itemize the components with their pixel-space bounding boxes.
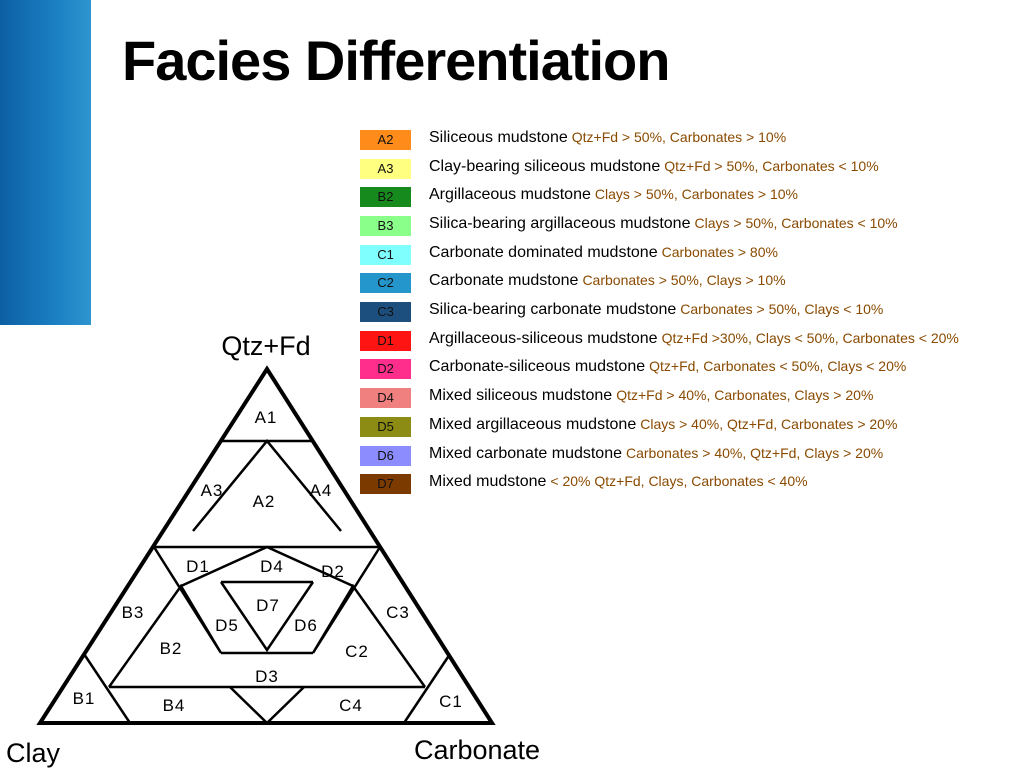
zone-label-d3: D3	[255, 667, 279, 686]
facies-description: Argillaceous mudstone Clays > 50%, Carbon…	[429, 186, 798, 204]
slide-title: Facies Differentiation	[122, 29, 670, 92]
zone-label-b1: B1	[73, 689, 96, 708]
legend-row: C3 Silica-bearing carbonate mudstone Carbo…	[360, 299, 1020, 322]
facies-name: Carbonate-siliceous mudstone	[429, 358, 646, 375]
facies-criteria: Carbonates > 50%, Clays > 10%	[582, 272, 786, 288]
zone-label-c1: C1	[439, 692, 463, 711]
facies-description: Carbonate dominated mudstone Carbonates >…	[429, 244, 778, 262]
legend-row: D6 Mixed carbonate mudstone Carbonates > 4…	[360, 443, 1020, 466]
zone-label-b2: B2	[160, 639, 183, 658]
facies-name: Argillaceous-siliceous mudstone	[429, 330, 658, 347]
facies-description: Carbonate mudstone Carbonates > 50%, Clay…	[429, 272, 786, 290]
legend-swatch: D5	[360, 417, 411, 437]
legend-row: D7 Mixed mudstone < 20% Qtz+Fd, Clays, Car…	[360, 471, 1020, 494]
legend-swatch: B3	[360, 216, 411, 236]
legend-row: B2 Argillaceous mudstone Clays > 50%, Carb…	[360, 184, 1020, 207]
zone-label-c2: C2	[345, 642, 369, 661]
facies-name: Carbonate mudstone	[429, 272, 579, 289]
facies-description: Mixed argillaceous mudstone Clays > 40%, …	[429, 416, 897, 434]
zone-label-d1: D1	[186, 557, 210, 576]
facies-criteria: Qtz+Fd > 50%, Carbonates > 10%	[571, 129, 787, 145]
facies-description: Carbonate-siliceous mudstone Qtz+Fd, Carb…	[429, 358, 906, 376]
facies-description: Mixed siliceous mudstone Qtz+Fd > 40%, Ca…	[429, 387, 873, 405]
facies-description: Siliceous mudstone Qtz+Fd > 50%, Carbonat…	[429, 129, 786, 147]
facies-description: Mixed carbonate mudstone Carbonates > 40%…	[429, 445, 883, 463]
legend-swatch: B2	[360, 187, 411, 207]
zone-label-d4: D4	[260, 557, 284, 576]
accent-bar	[0, 0, 91, 325]
facies-description: Argillaceous-siliceous mudstone Qtz+Fd >3…	[429, 330, 959, 348]
facies-criteria: Clays > 40%, Qtz+Fd, Carbonates > 20%	[640, 416, 898, 432]
zone-label-a1: A1	[255, 408, 278, 427]
zone-label-a4: A4	[310, 481, 333, 500]
zone-label-d5: D5	[215, 616, 239, 635]
legend-swatch: C3	[360, 302, 411, 322]
legend-row: C2 Carbonate mudstone Carbonates > 50%, Cl…	[360, 270, 1020, 293]
legend-swatch: D2	[360, 359, 411, 379]
facies-description: Mixed mudstone < 20% Qtz+Fd, Clays, Carbo…	[429, 473, 808, 491]
zone-label-d6: D6	[294, 616, 318, 635]
legend-swatch: C2	[360, 273, 411, 293]
apex-label-clay: Clay	[6, 738, 61, 768]
facies-criteria: Carbonates > 50%, Clays < 10%	[680, 301, 884, 317]
zone-label-a2: A2	[253, 492, 276, 511]
facies-criteria: Carbonates > 40%, Qtz+Fd, Clays > 20%	[626, 445, 884, 461]
zone-label-b4: B4	[163, 696, 186, 715]
facies-criteria: Clays > 50%, Carbonates > 10%	[594, 186, 798, 202]
legend-row: C1 Carbonate dominated mudstone Carbonates…	[360, 242, 1020, 265]
facies-name: Argillaceous mudstone	[429, 186, 591, 203]
legend-swatch: C1	[360, 245, 411, 265]
legend-swatch: D4	[360, 388, 411, 408]
facies-name: Siliceous mudstone	[429, 129, 568, 146]
facies-name: Mixed carbonate mudstone	[429, 445, 622, 462]
apex-label-carbonate: Carbonate	[414, 735, 540, 765]
facies-criteria: Qtz+Fd >30%, Clays < 50%, Carbonates < 2…	[661, 330, 959, 346]
facies-criteria: < 20% Qtz+Fd, Clays, Carbonates < 40%	[550, 473, 808, 489]
legend-swatch: D7	[360, 474, 411, 494]
legend-row: A3 Clay-bearing siliceous mudstone Qtz+Fd …	[360, 156, 1020, 179]
facies-name: Clay-bearing siliceous mudstone	[429, 158, 661, 175]
ternary-diagram: A1 A2 A3 A4 B1 B2 B3 B4 C1 C2 C3 C4 D1 D2 D3 D4 D5 D6 D7 Q…	[6, 331, 540, 768]
legend-row: B3 Silica-bearing argillaceous mudstone Cl…	[360, 213, 1020, 236]
legend-row: D5 Mixed argillaceous mudstone Clays > 40%…	[360, 414, 1020, 437]
zone-label-c3: C3	[386, 603, 410, 622]
zone-label-b3: B3	[122, 603, 145, 622]
facies-description: Silica-bearing argillaceous mudstone Clay…	[429, 215, 898, 233]
facies-name: Mixed mudstone	[429, 473, 547, 490]
facies-name: Silica-bearing argillaceous mudstone	[429, 215, 691, 232]
zone-label-d7: D7	[256, 596, 280, 615]
zone-label-d2: D2	[321, 562, 345, 581]
legend-swatch: D1	[360, 331, 411, 351]
zone-label-a3: A3	[201, 481, 224, 500]
facies-name: Mixed siliceous mudstone	[429, 387, 613, 404]
facies-name: Carbonate dominated mudstone	[429, 244, 658, 261]
apex-label-top: Qtz+Fd	[221, 331, 310, 361]
facies-criteria: Carbonates > 80%	[661, 244, 778, 260]
zone-label-c4: C4	[339, 696, 363, 715]
facies-name: Mixed argillaceous mudstone	[429, 416, 637, 433]
facies-criteria: Qtz+Fd > 50%, Carbonates < 10%	[664, 158, 879, 174]
legend-swatch: D6	[360, 446, 411, 466]
facies-description: Clay-bearing siliceous mudstone Qtz+Fd > …	[429, 158, 879, 176]
legend-row: D2 Carbonate-siliceous mudstone Qtz+Fd, Ca…	[360, 356, 1020, 379]
facies-criteria: Qtz+Fd, Carbonates < 50%, Clays < 20%	[649, 358, 907, 374]
facies-criteria: Clays > 50%, Carbonates < 10%	[694, 215, 898, 231]
legend-swatch: A3	[360, 159, 411, 179]
legend-swatch: A2	[360, 130, 411, 150]
legend-row: A2 Siliceous mudstone Qtz+Fd > 50%, Carbon…	[360, 127, 1020, 150]
legend-row: D4 Mixed siliceous mudstone Qtz+Fd > 40%, …	[360, 385, 1020, 408]
facies-name: Silica-bearing carbonate mudstone	[429, 301, 677, 318]
legend-row: D1 Argillaceous-siliceous mudstone Qtz+Fd …	[360, 328, 1020, 351]
facies-criteria: Qtz+Fd > 40%, Carbonates, Clays > 20%	[616, 387, 874, 403]
facies-description: Silica-bearing carbonate mudstone Carbona…	[429, 301, 883, 319]
